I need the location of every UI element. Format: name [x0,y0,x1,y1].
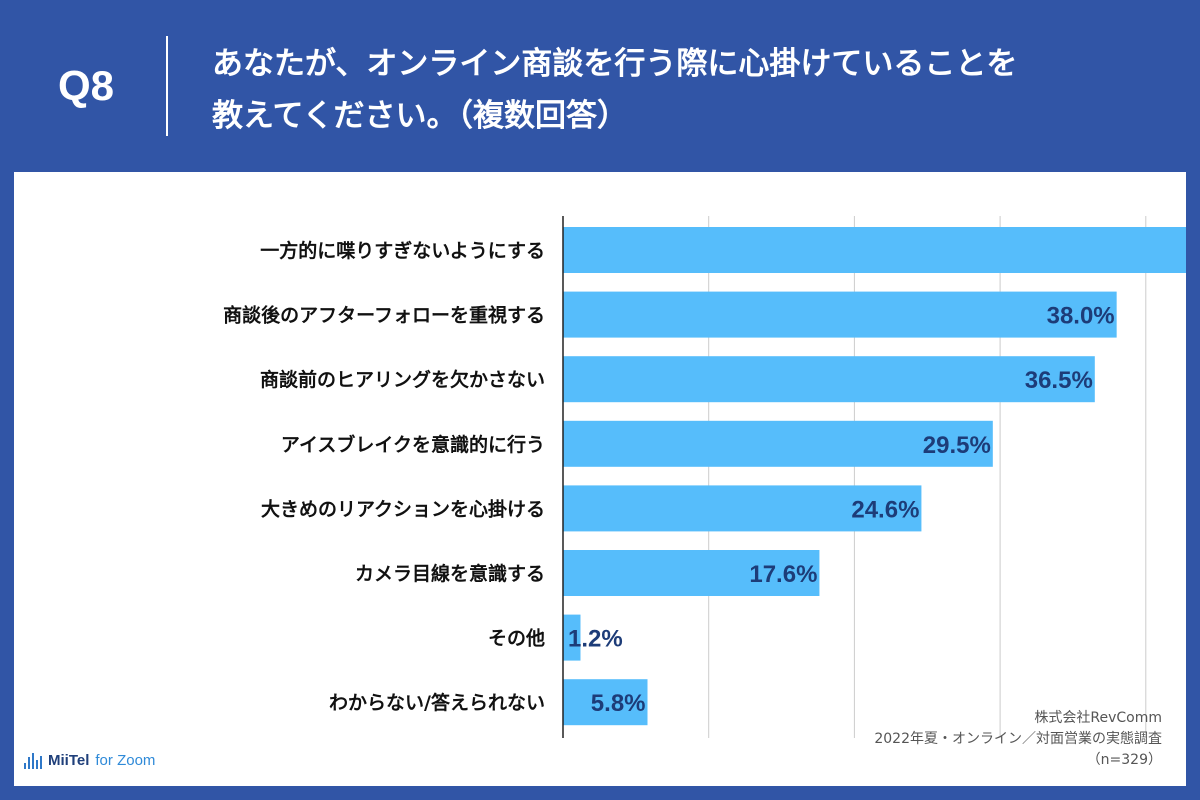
brand-name: MiiTel [48,752,90,769]
question-label: Q8 [58,62,115,109]
bar-chart: 一方的に喋りすぎないようにする60.8%商談後のアフターフォローを重視する38.… [223,216,1186,738]
question-title-line1: あなたが、オンライン商談を行う際に心掛けていることを [212,46,1018,82]
value-label: 17.6% [749,561,817,588]
question-title: あなたが、オンライン商談を行う際に心掛けていることを 教えてください。（複数回答… [212,38,1172,142]
soundwave-icon [24,752,42,769]
value-label: 29.5% [923,432,991,459]
bar [563,485,922,532]
source-note: 株式会社RevComm 2022年夏・オンライン／対面営業の実態調査 （n=32… [874,708,1162,771]
header-divider [166,36,168,136]
header: Q8 あなたが、オンライン商談を行う際に心掛けていることを 教えてください。（複… [0,0,1200,170]
value-label: 24.6% [851,496,919,523]
source-survey: 2022年夏・オンライン／対面営業の実態調査 [874,731,1162,747]
value-label: 5.8% [591,690,646,717]
category-label: その他 [488,627,545,650]
question-title-line2: 教えてください。（複数回答） [212,98,629,134]
brand-logo: MiiTel for Zoom [24,752,155,769]
category-label: わからない/答えられない [329,691,545,714]
category-label: 大きめのリアクションを心掛ける [261,497,545,520]
value-label: 36.5% [1025,367,1093,394]
chart-panel: 一方的に喋りすぎないようにする60.8%商談後のアフターフォローを重視する38.… [14,172,1186,786]
category-label: 商談前のヒアリングを欠かさない [260,368,545,391]
source-company: 株式会社RevComm [1034,710,1162,726]
bar [563,291,1117,338]
category-label: 一方的に喋りすぎないようにする [260,239,545,262]
bar [563,227,1186,273]
value-label: 38.0% [1047,303,1115,330]
bar [563,679,648,726]
category-label: アイスブレイクを意識的に行う [281,433,545,456]
brand-product: for Zoom [95,752,156,769]
bar [563,614,581,661]
category-label: カメラ目線を意識する [355,562,545,585]
source-sample-size: （n=329） [1086,752,1162,768]
value-label: 1.2% [568,626,623,653]
bar [563,420,993,467]
category-label: 商談後のアフターフォローを重視する [223,304,545,327]
bar [563,356,1095,403]
bar [563,550,820,596]
